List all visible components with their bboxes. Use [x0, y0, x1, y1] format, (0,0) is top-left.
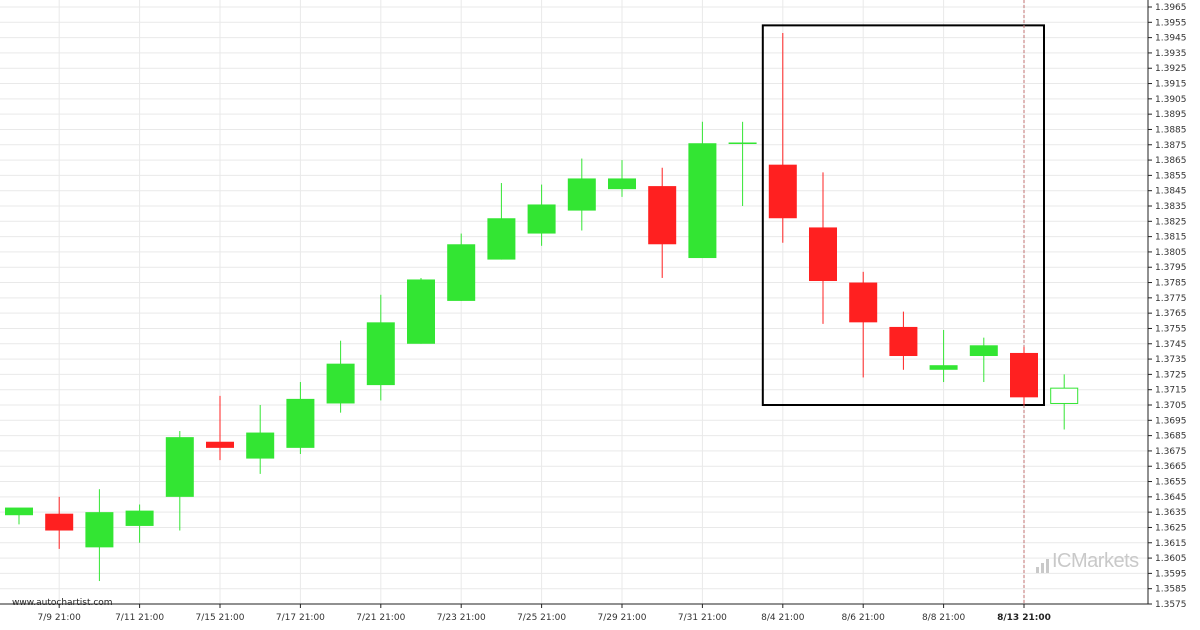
y-tick-label: 1.3785 [1155, 279, 1187, 289]
candle-body [889, 326, 918, 357]
y-tick-label: 1.3865 [1155, 156, 1187, 166]
candle-body [366, 322, 395, 386]
y-tick-label: 1.3685 [1155, 432, 1187, 442]
y-tick-label: 1.3575 [1155, 600, 1187, 610]
candle-body [85, 512, 114, 548]
x-tick-label: 7/25 21:00 [517, 613, 566, 623]
y-tick-label: 1.3645 [1155, 493, 1187, 503]
bar-chart-icon [1036, 557, 1049, 573]
candle-body [648, 186, 677, 245]
y-tick-label: 1.3915 [1155, 80, 1187, 90]
x-tick-label: 7/29 21:00 [597, 613, 646, 623]
candle-body [688, 143, 717, 259]
x-tick-label: 8/8 21:00 [922, 613, 966, 623]
y-tick-label: 1.3705 [1155, 401, 1187, 411]
source-label: www.autochartist.com [12, 598, 113, 608]
candles [5, 33, 1079, 582]
candle-body [527, 204, 556, 234]
x-tick-label: 7/11 21:00 [115, 613, 164, 623]
y-tick-label: 1.3695 [1155, 416, 1187, 426]
candle-body [165, 437, 194, 497]
y-tick-label: 1.3895 [1155, 110, 1187, 120]
brand-logo: ICMarkets [1036, 550, 1139, 573]
candle-body [768, 164, 797, 219]
x-axis: 7/9 21:00 7/11 21:00 7/15 21:00 7/17 21:00 7… [0, 603, 1148, 623]
candle-body [246, 432, 275, 459]
y-tick-label: 1.3595 [1155, 569, 1187, 579]
candle-body [849, 282, 878, 323]
y-tick-label: 1.3755 [1155, 324, 1187, 334]
y-tick-label: 1.3885 [1155, 125, 1187, 135]
candle-body [1010, 352, 1038, 398]
candle-body [809, 227, 837, 282]
x-tick-label: 7/17 21:00 [276, 613, 325, 623]
y-tick-label: 1.3725 [1155, 370, 1187, 380]
y-tick-label: 1.3795 [1155, 263, 1187, 273]
y-tick-label: 1.3585 [1155, 585, 1187, 595]
x-tick-label: 7/15 21:00 [195, 613, 244, 623]
y-tick-label: 1.3855 [1155, 171, 1187, 181]
candle-body [125, 510, 154, 526]
candle-body [487, 218, 516, 260]
grid-lines [0, 0, 1148, 605]
y-tick-label: 1.3765 [1155, 309, 1187, 319]
y-tick-label: 1.3825 [1155, 217, 1187, 227]
y-tick-label: 1.3605 [1155, 554, 1187, 564]
x-tick-label: 8/4 21:00 [761, 613, 805, 623]
x-tick-label: 7/23 21:00 [437, 613, 486, 623]
y-tick-label: 1.3925 [1155, 64, 1187, 74]
candle-body [567, 178, 596, 211]
candle-body [45, 513, 74, 531]
candle-body [286, 398, 315, 448]
y-tick-label: 1.3735 [1155, 355, 1187, 365]
y-tick-label: 1.3675 [1155, 447, 1187, 457]
x-tick-label: 8/13 21:00 [997, 613, 1051, 623]
y-tick-label: 1.3935 [1155, 49, 1187, 59]
y-tick-label: 1.3665 [1155, 462, 1187, 472]
candle-body [206, 441, 234, 448]
y-tick-label: 1.3845 [1155, 187, 1187, 197]
y-tick-label: 1.3715 [1155, 386, 1187, 396]
y-tick-label: 1.3635 [1155, 508, 1187, 518]
candle-body [1050, 387, 1079, 404]
pattern-box [761, 24, 1045, 406]
brand-text: ICMarkets [1052, 550, 1139, 572]
y-tick-label: 1.3655 [1155, 478, 1187, 488]
candle-body [407, 279, 435, 344]
candle-body [326, 363, 355, 404]
x-tick-label: 7/9 21:00 [38, 613, 82, 623]
y-tick-label: 1.3945 [1155, 34, 1187, 44]
x-tick-label: 7/31 21:00 [678, 613, 727, 623]
candle-body [447, 244, 476, 301]
candle-body [608, 178, 636, 190]
y-tick-label: 1.3905 [1155, 95, 1187, 105]
y-tick-label: 1.3615 [1155, 539, 1187, 549]
candle-body [5, 507, 33, 516]
y-tick-label: 1.3815 [1155, 233, 1187, 243]
y-tick-label: 1.3625 [1155, 523, 1187, 533]
candle-body [929, 365, 958, 370]
y-tick-label: 1.3875 [1155, 141, 1187, 151]
y-axis: 1.3965 1.3955 1.3945 1.3935 1.3925 1.3915 1.39… [1147, 0, 1187, 610]
y-tick-label: 1.3965 [1155, 3, 1187, 13]
pattern-rectangle [761, 24, 1045, 406]
candle-body [969, 345, 998, 357]
y-tick-label: 1.3775 [1155, 294, 1187, 304]
y-tick-label: 1.3835 [1155, 202, 1187, 212]
y-tick-label: 1.3745 [1155, 340, 1187, 350]
x-tick-label: 7/21 21:00 [356, 613, 405, 623]
x-tick-label: 8/6 21:00 [842, 613, 886, 623]
y-tick-label: 1.3805 [1155, 248, 1187, 258]
y-tick-label: 1.3955 [1155, 18, 1187, 28]
